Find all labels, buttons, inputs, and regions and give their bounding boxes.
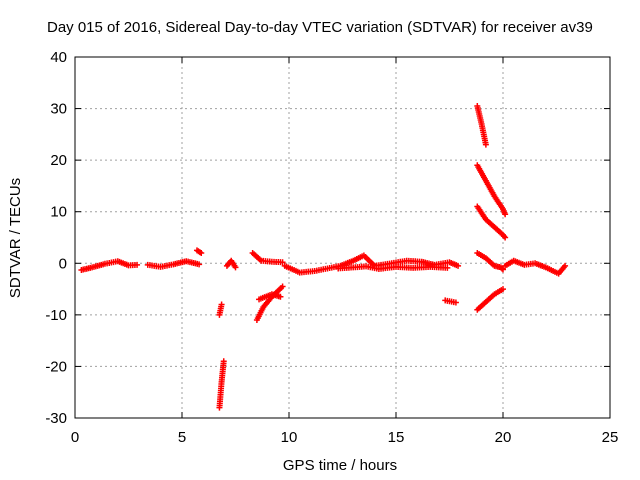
series-arc-01 — [78, 258, 141, 273]
y-tick-label: -30 — [45, 410, 67, 427]
series-arc-02 — [144, 258, 203, 270]
series-arc-13 — [474, 102, 489, 148]
chart-title: Day 015 of 2016, Sidereal Day-to-day VTE… — [47, 19, 593, 36]
x-tick-label: 20 — [495, 429, 512, 446]
series-arc-04 — [216, 358, 227, 411]
data-point-marker — [196, 261, 203, 268]
data-point-marker — [500, 286, 506, 293]
x-tick-label: 25 — [602, 429, 619, 446]
data-point-marker — [500, 266, 506, 273]
data-point-marker — [502, 234, 509, 241]
data-point-marker — [232, 264, 239, 271]
x-tick-label: 15 — [388, 429, 405, 446]
x-tick-label: 10 — [281, 429, 298, 446]
series-arc-11 — [335, 263, 451, 272]
y-tick-label: -20 — [45, 358, 67, 375]
x-tick-label: 0 — [71, 429, 79, 446]
y-tick-label: 10 — [50, 204, 67, 221]
data-point-marker — [279, 259, 286, 266]
data-point-marker — [502, 211, 509, 218]
data-point-marker — [134, 261, 141, 268]
series-arc-12 — [442, 297, 459, 306]
series-arc-17 — [474, 286, 506, 313]
y-tick-label: -10 — [45, 307, 67, 324]
y-axis-label: SDTVAR / TECUs — [7, 178, 24, 298]
series-arc-06 — [223, 257, 239, 271]
data-point-marker — [455, 262, 462, 269]
data-point-marker — [452, 299, 459, 306]
x-tick-label: 5 — [178, 429, 186, 446]
x-axis-label: GPS time / hours — [283, 457, 397, 474]
data-point-marker — [277, 293, 284, 300]
data-point-marker — [279, 283, 286, 290]
data-series — [78, 102, 569, 411]
series-arc-07 — [249, 249, 286, 266]
data-point-marker — [562, 262, 569, 269]
plot-frame — [74, 56, 611, 419]
data-point-marker — [218, 301, 225, 308]
series-arc-18 — [502, 257, 569, 277]
data-point-marker — [198, 249, 205, 256]
series-arc-03 — [193, 247, 205, 256]
data-point-marker — [482, 141, 489, 148]
series-arc-05 — [216, 301, 225, 318]
data-point-marker — [220, 358, 227, 365]
series-arc-09 — [256, 291, 284, 303]
y-tick-label: 40 — [50, 49, 67, 66]
axis-ticks: 0 5 10 15 20 25 -30 -20 -10 0 10 20 30 40 — [45, 49, 618, 446]
series-arc-15 — [474, 203, 509, 241]
data-point-marker — [444, 264, 451, 271]
series-arc-14 — [474, 162, 509, 218]
series-arc-16 — [474, 249, 506, 273]
y-tick-label: 0 — [59, 255, 67, 272]
y-tick-label: 30 — [50, 101, 67, 118]
y-tick-label: 20 — [50, 152, 67, 169]
data-point-marker — [498, 265, 505, 272]
